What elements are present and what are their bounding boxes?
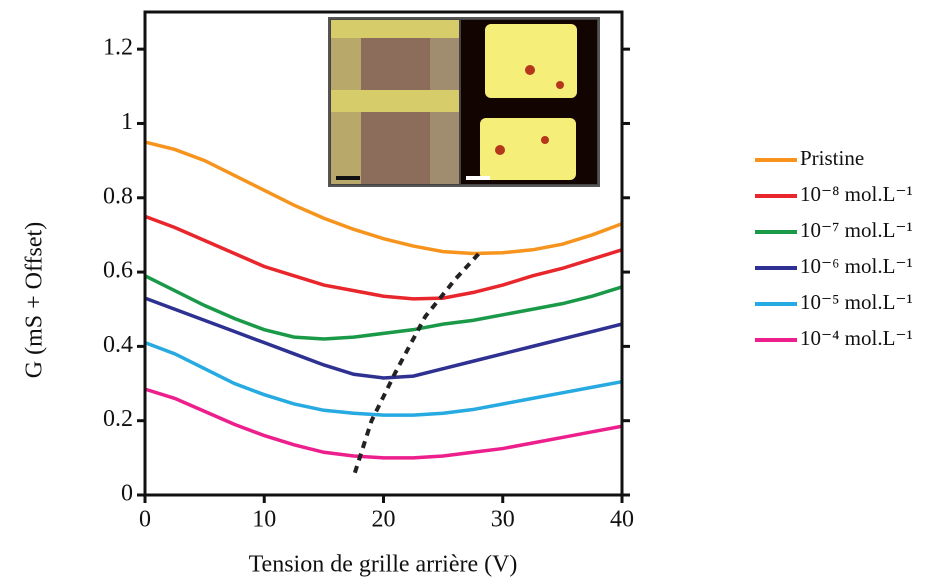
legend-label: Pristine	[800, 146, 864, 170]
x-axis-label: Tension de grille arrière (V)	[249, 552, 518, 578]
x-tick-label: 20	[372, 507, 396, 533]
y-tick-label: 1.2	[103, 35, 133, 61]
dirac-trend	[352, 252, 481, 474]
legend-label: 10⁻⁶ mol.L⁻¹	[800, 254, 913, 278]
inset-image	[328, 17, 600, 187]
y-tick-label: 0.2	[103, 406, 133, 432]
y-tick-label: 0.8	[103, 183, 133, 209]
series-line	[144, 140, 623, 256]
x-tick-label: 10	[252, 507, 276, 533]
x-tick-label: 30	[491, 507, 515, 533]
y-tick-label: 0.6	[103, 258, 133, 284]
y-tick-label: 1	[121, 109, 133, 135]
x-tick-label: 40	[610, 507, 634, 533]
series-line	[144, 274, 623, 341]
y-tick-label: 0.4	[103, 332, 133, 358]
series-line	[144, 387, 623, 460]
y-tick-label: 0	[121, 481, 133, 507]
legend-label: 10⁻⁵ mol.L⁻¹	[800, 290, 913, 314]
legend-label: 10⁻⁴ mol.L⁻¹	[800, 326, 913, 350]
series-line	[144, 296, 623, 380]
legend-label: 10⁻⁷ mol.L⁻¹	[800, 218, 913, 242]
x-tick-label: 0	[139, 507, 151, 533]
legend-label: 10⁻⁸ mol.L⁻¹	[800, 182, 913, 206]
plot-frame	[143, 10, 624, 497]
y-axis-label: G (mS + Offset)	[22, 222, 48, 378]
series-line	[144, 341, 623, 417]
series-line	[144, 214, 623, 301]
